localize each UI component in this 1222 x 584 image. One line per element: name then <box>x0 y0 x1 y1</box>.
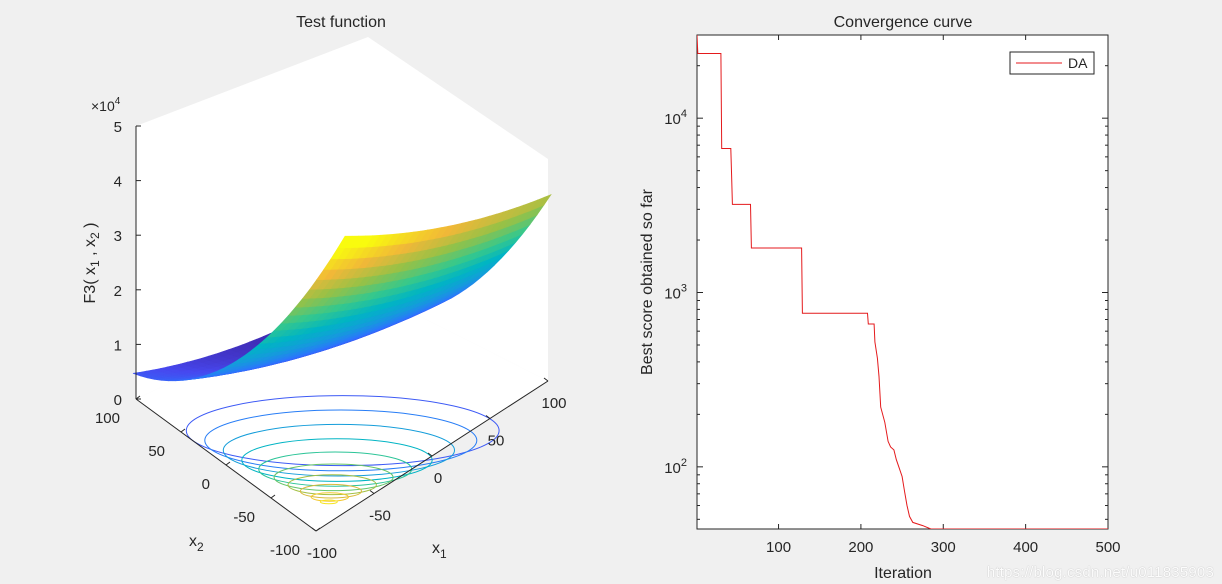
x-tick-label: 100 <box>766 539 791 556</box>
x1-tick-label: 50 <box>488 433 505 450</box>
x2-axis-label: x2 <box>189 533 204 554</box>
x1-tick-label: -50 <box>369 508 391 525</box>
floor-contour <box>273 463 394 492</box>
surface-patch <box>337 235 353 249</box>
z-tick-label: 5 <box>114 119 122 136</box>
floor-contour <box>222 423 455 477</box>
y-tick-label: 102 <box>664 457 687 477</box>
x2-tick-label: -100 <box>270 542 300 559</box>
z-scale-label: ×104 <box>91 96 121 114</box>
x1-tick <box>369 490 375 494</box>
z-axis-label: F3( x1 , x2 ) <box>82 223 102 304</box>
floor-contour <box>204 409 478 472</box>
floor-contour <box>241 438 433 482</box>
x-tick-label: 200 <box>848 539 873 556</box>
x1-tick <box>427 452 433 457</box>
x-tick-label: 400 <box>1013 539 1038 556</box>
x2-tick <box>270 494 276 499</box>
x-tick-label: 300 <box>931 539 956 556</box>
surface-ticks: 0 1 2 3 4 5 -100 -50 0 50 100 -100 -50 0 50 100 <box>95 119 567 562</box>
x-axis-label: Iteration <box>874 565 932 582</box>
z-tick-label: 4 <box>114 174 122 191</box>
x2-tick-label: 50 <box>148 443 165 460</box>
x1-tick-label: 0 <box>434 470 442 487</box>
floor-contour <box>299 483 362 499</box>
x2-tick-label: -50 <box>233 509 255 526</box>
x1-tick <box>485 415 491 419</box>
x2-tick <box>225 461 231 466</box>
z-tick-label: 3 <box>114 228 122 245</box>
x1-tick <box>543 377 549 382</box>
floor-contour <box>310 492 349 502</box>
y-axis-label: Best score obtained so far <box>639 188 656 375</box>
floor-contour <box>185 395 500 467</box>
x1-tick-label: -100 <box>307 545 337 562</box>
legend-label-DA: DA <box>1068 55 1088 71</box>
x1-tick <box>311 527 317 532</box>
x2-tick-label: 0 <box>202 476 210 493</box>
x-tick-label: 500 <box>1095 539 1120 556</box>
x1-tick-label: 100 <box>541 395 566 412</box>
conv-title: Convergence curve <box>834 14 973 31</box>
surface-title: Test function <box>296 14 386 31</box>
series-line-DA <box>697 35 1108 529</box>
z-tick-label: 1 <box>114 337 122 354</box>
x1-axis-label: x1 <box>432 540 447 561</box>
x2-tick <box>135 395 141 400</box>
floor-contour <box>287 474 377 496</box>
legend: DA <box>1009 51 1095 75</box>
y-tick-label: 104 <box>664 108 687 128</box>
conv-ticks: 100 200 300 400 500 102 103 104 <box>664 34 1121 556</box>
x2-tick-label: 100 <box>95 410 120 427</box>
floor-contour <box>319 499 338 505</box>
z-tick-label: 0 <box>114 392 122 409</box>
x2-tick <box>180 428 186 433</box>
plot-area <box>696 34 1109 530</box>
y-tick-label: 103 <box>664 283 687 303</box>
convergence-plot: 100 200 300 400 500 102 103 104 Convergence cur… <box>639 14 1121 582</box>
watermark: https://blog.csdn.net/u011835903 <box>986 564 1214 581</box>
surface-mesh <box>132 193 552 382</box>
floor-contours <box>185 395 500 505</box>
surface-plot: 0 1 2 3 4 5 -100 -50 0 50 100 -100 -50 0 50 100 Test fu… <box>82 14 567 562</box>
x2-tick <box>315 527 321 532</box>
z-tick-label: 2 <box>114 283 122 300</box>
